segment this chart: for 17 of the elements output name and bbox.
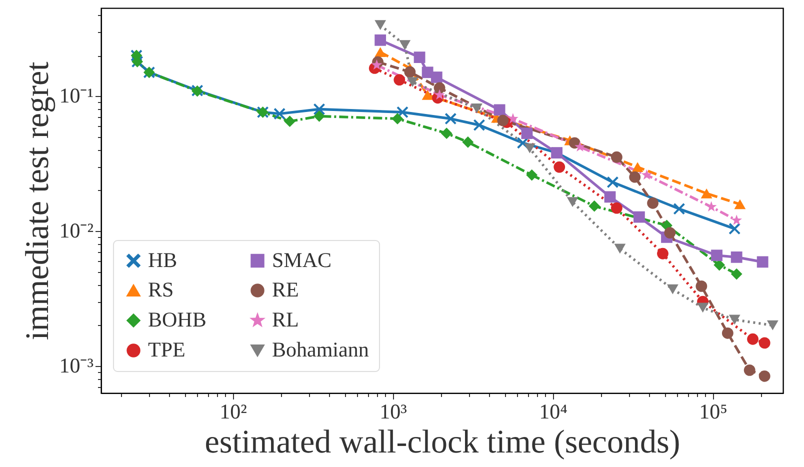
x-axis-title: estimated wall-clock time (seconds) [204, 424, 680, 460]
x-tick-label: 10⁴ [539, 400, 568, 424]
legend-label: BOHB [148, 308, 206, 332]
legend-label: RE [272, 278, 299, 302]
y-tick-label: 10⁻² [59, 218, 94, 243]
x-tick-label: 10⁵ [699, 400, 728, 424]
legend-label: RL [272, 308, 299, 332]
legend-label: Bohamiann [272, 338, 370, 362]
y-tick-label: 10⁻³ [59, 353, 94, 378]
x-tick-label: 10² [220, 400, 247, 424]
y-tick-label: 10⁻¹ [59, 84, 94, 108]
legend-label: SMAC [272, 248, 332, 272]
legend-label: TPE [148, 338, 186, 362]
y-axis-title: immediate test regret [20, 62, 56, 340]
legend-label: HB [148, 248, 178, 272]
legend-label: RS [148, 278, 174, 302]
x-tick-label: 10³ [380, 400, 407, 424]
